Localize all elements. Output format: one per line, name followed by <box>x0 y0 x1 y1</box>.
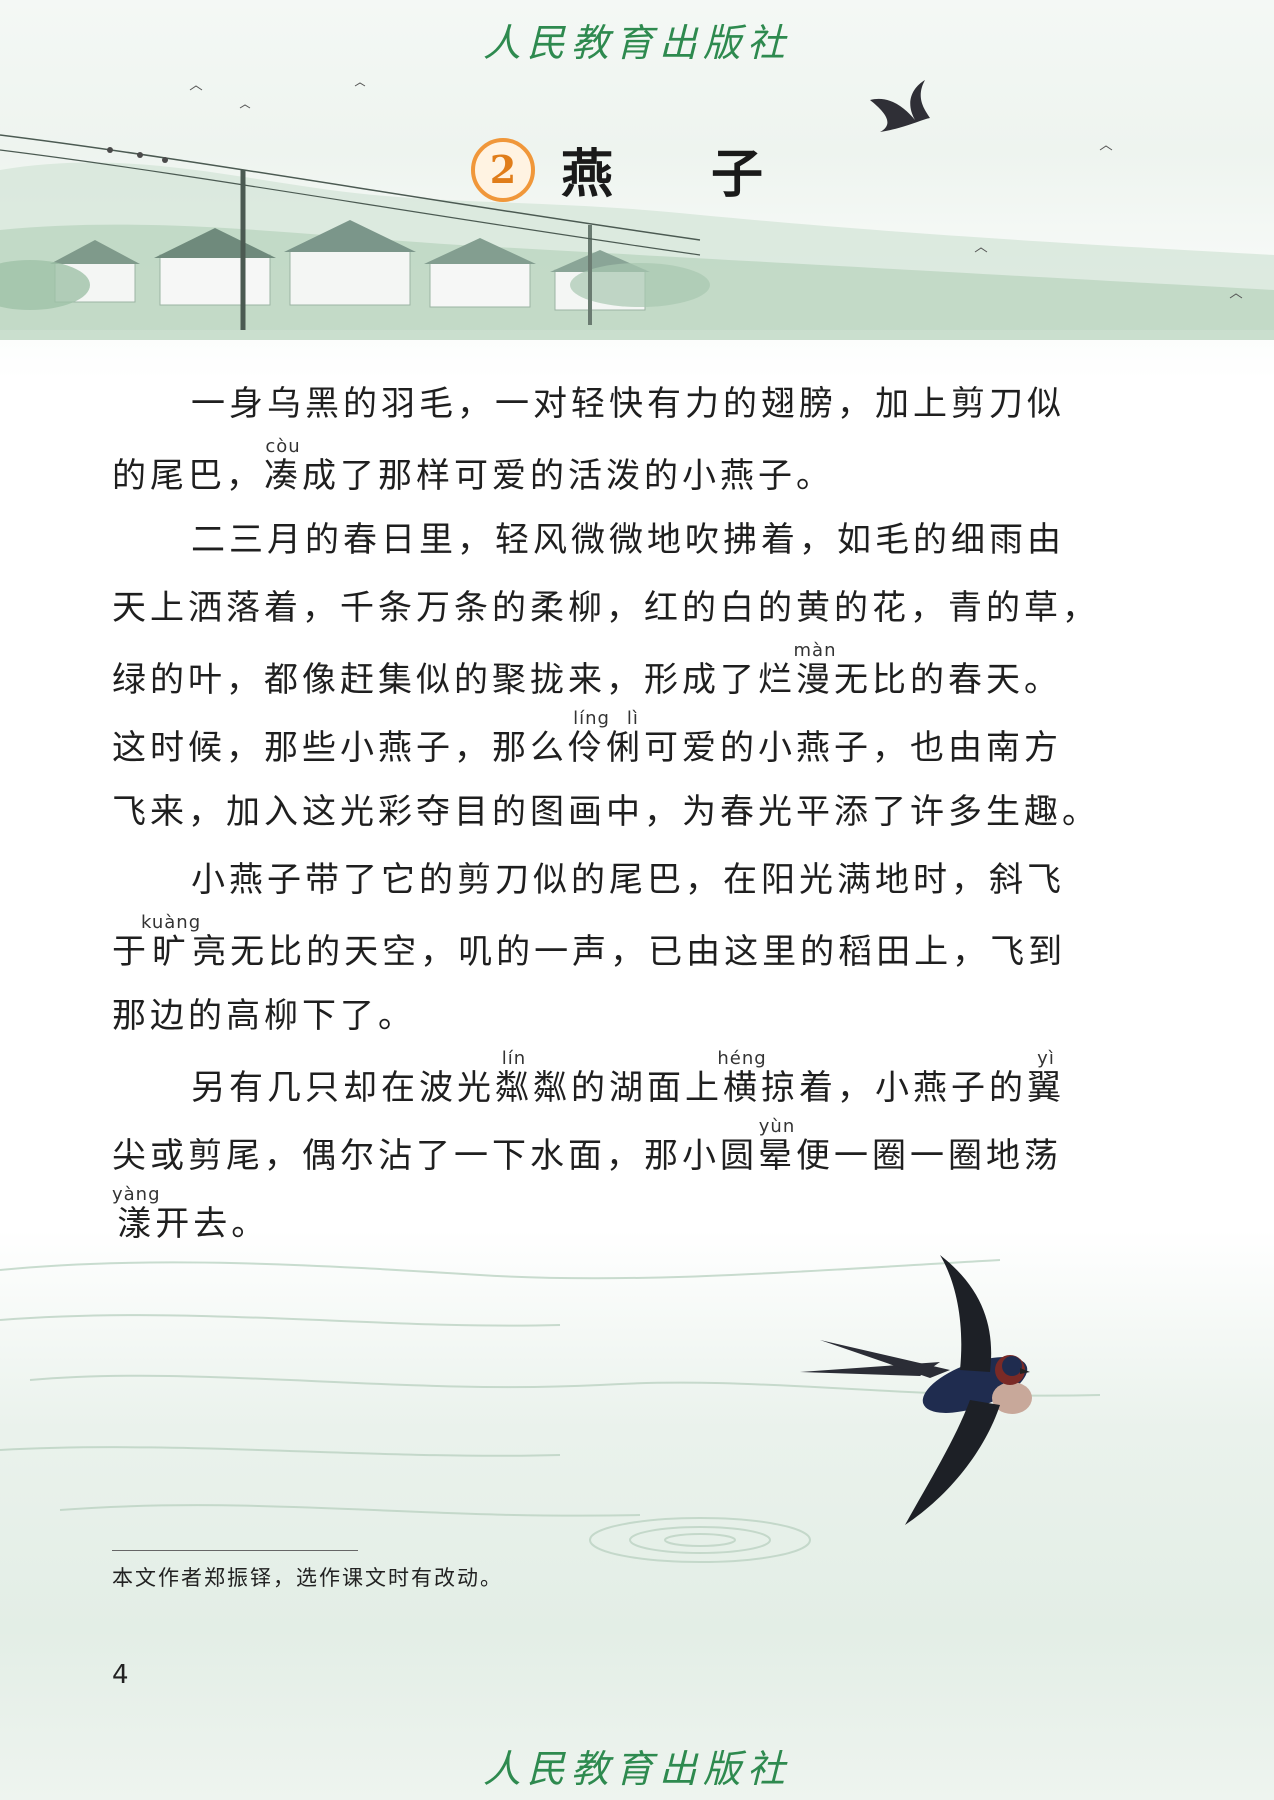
pinyin-annotated-char: 伶俐líng lì <box>568 708 644 768</box>
publisher-watermark: 人民教育出版社 <box>482 21 791 65</box>
text-line: 那边的高柳下了。 <box>112 996 416 1036</box>
pinyin-annotated-char: 漫màn <box>793 640 837 700</box>
pinyin-annotated-char: 晕yùn <box>758 1116 796 1176</box>
footnote: 本文作者郑振铎，选作课文时有改动。 <box>112 1566 503 1590</box>
text-line: 尖或剪尾，偶尔沾了一下水面，那小圆晕yùn便一圈一圈地荡 <box>112 1116 1062 1176</box>
pinyin-annotated-char: 粼lín <box>495 1048 533 1108</box>
footnote-divider <box>112 1550 358 1551</box>
pinyin-annotated-char: 横héng <box>717 1048 767 1108</box>
text-line: 一身乌黑的羽毛，一对轻快有力的翅膀，加上剪刀似 <box>191 384 1065 424</box>
text-line: 另有几只却在波光粼lín粼的湖面上横héng掠着，小燕子的翼yì <box>191 1048 1065 1108</box>
swallow-illustration <box>800 1255 1032 1525</box>
lesson-title: 2 燕 子 <box>0 132 1274 207</box>
text-line: 于旷kuàng亮无比的天空，叽的一声，已由这里的稻田上，飞到 <box>112 912 1067 972</box>
text-line: 的尾巴，凑còu成了那样可爱的活泼的小燕子。 <box>112 436 834 496</box>
text-line: 绿的叶，都像赶集似的聚拢来，形成了烂漫màn无比的春天。 <box>112 640 1062 700</box>
text-line: 小燕子带了它的剪刀似的尾巴，在阳光满地时，斜飞 <box>191 860 1065 900</box>
lesson-number-badge: 2 <box>470 137 535 202</box>
text-line: 这时候，那些小燕子，那么伶俐líng lì可爱的小燕子，也由南方 <box>112 708 1062 768</box>
village-houses-illustration <box>0 220 710 311</box>
text-line: 飞来，加入这光彩夺目的图画中，为春光平添了许多生趣。 <box>112 792 1100 832</box>
text-line: 天上洒落着，千条万条的柔柳，红的白的黄的花，青的草， <box>112 588 1100 628</box>
pinyin-annotated-char: 漾yàng <box>112 1184 161 1244</box>
lesson-name: 燕 子 <box>560 144 804 205</box>
page-number: 4 <box>112 1660 129 1690</box>
pinyin-annotated-char: 翼yì <box>1027 1048 1065 1108</box>
pinyin-annotated-char: 旷kuàng <box>141 912 202 972</box>
publisher-watermark: 人民教育出版社 <box>482 1747 791 1791</box>
article-body: 一身乌黑的羽毛，一对轻快有力的翅膀，加上剪刀似 的尾巴，凑còu成了那样可爱的活… <box>112 370 1108 1254</box>
pinyin-annotated-char: 凑còu <box>264 436 302 496</box>
small-swallow-illustration <box>870 80 930 132</box>
text-line: 漾yàng开去。 <box>112 1184 270 1244</box>
text-line: 二三月的春日里，轻风微微地吹拂着，如毛的细雨由 <box>191 520 1065 560</box>
